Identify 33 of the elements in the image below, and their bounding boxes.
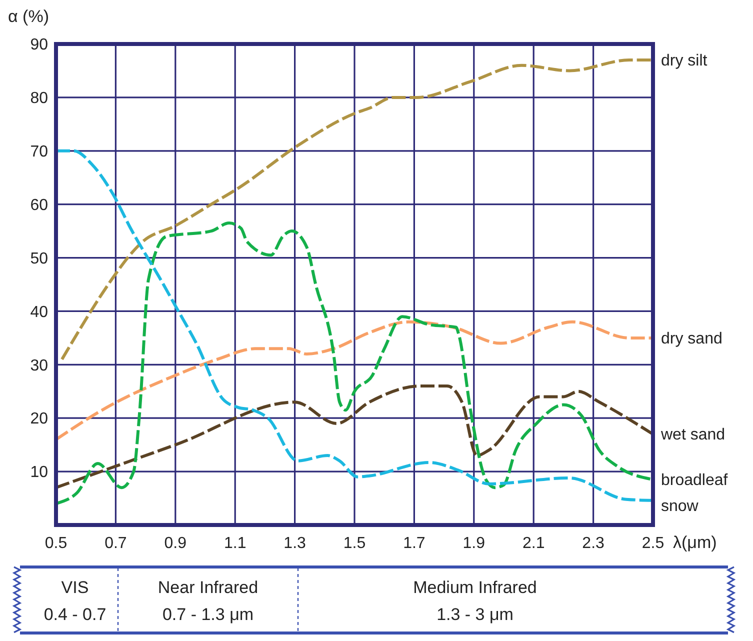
y-tick-label: 30: [30, 357, 48, 374]
x-axis-title: λ(μm): [673, 533, 717, 552]
x-tick-label: 1.7: [403, 535, 426, 552]
y-axis-title: α (%): [8, 7, 49, 26]
text: 0.7 - 1.3 μm: [162, 605, 254, 624]
x-tick-label: 0.9: [164, 535, 187, 552]
x-tick-label: 0.5: [44, 535, 68, 552]
x-tick-label: 1.1: [224, 535, 246, 552]
y-tick-label: 90: [30, 36, 48, 54]
series-label: dry sand: [661, 330, 722, 348]
series-label: wet sand: [660, 426, 726, 444]
x-tick-label: 0.7: [104, 535, 127, 552]
y-tick-label: 70: [30, 143, 48, 160]
y-tick-label: 10: [30, 464, 48, 482]
x-tick-label: 2.1: [522, 535, 545, 552]
y-tick-label: 20: [30, 410, 48, 428]
y-tick-label: 60: [30, 196, 48, 214]
x-tick-label: 1.3: [284, 535, 306, 552]
x-tick-label: 1.9: [462, 535, 486, 552]
text: Medium Infrared: [413, 578, 537, 597]
text: VIS: [61, 578, 89, 597]
y-tick-label: 40: [30, 304, 48, 321]
series-label: broadleaf: [661, 472, 728, 490]
text: Near Infrared: [158, 578, 258, 597]
y-tick-label: 80: [30, 90, 48, 108]
x-tick-label: 2.5: [642, 535, 664, 552]
x-tick-label: 1.5: [343, 535, 366, 552]
series-label: dry silt: [661, 52, 708, 70]
x-tick-label: 2.3: [582, 535, 605, 552]
text: 0.4 - 0.7: [44, 605, 106, 624]
series-label: snow: [661, 498, 699, 516]
y-tick-label: 50: [30, 250, 48, 268]
text: 1.3 - 3 μm: [436, 605, 514, 624]
